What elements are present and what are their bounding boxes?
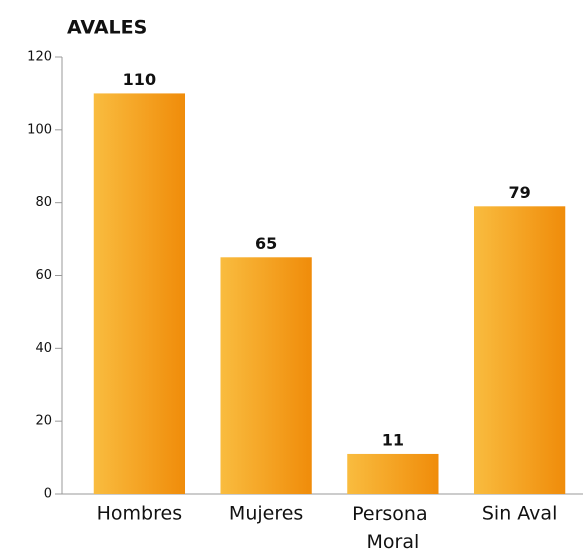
x-tick-label: Mujeres [229, 503, 303, 525]
value-label: 65 [255, 234, 277, 253]
y-tick-label: 100 [27, 122, 52, 137]
y-tick-label: 80 [35, 195, 52, 210]
chart-title: AVALES [67, 17, 147, 39]
value-label: 79 [508, 183, 530, 202]
bar [347, 453, 439, 494]
bar [473, 206, 566, 494]
y-tick-label: 20 [35, 414, 52, 429]
y-tick-label: 60 [35, 268, 52, 283]
y-tick-label: 0 [44, 487, 52, 502]
y-tick-label: 40 [35, 341, 52, 356]
bar [220, 257, 312, 494]
x-tick-label: Sin Aval [482, 503, 557, 525]
y-tick-label: 120 [27, 50, 52, 65]
value-label: 110 [123, 70, 156, 89]
x-tick-label: Hombres [97, 503, 182, 525]
x-tick-label: Persona Moral [352, 503, 434, 553]
value-label: 11 [382, 430, 404, 449]
bar [93, 93, 186, 495]
